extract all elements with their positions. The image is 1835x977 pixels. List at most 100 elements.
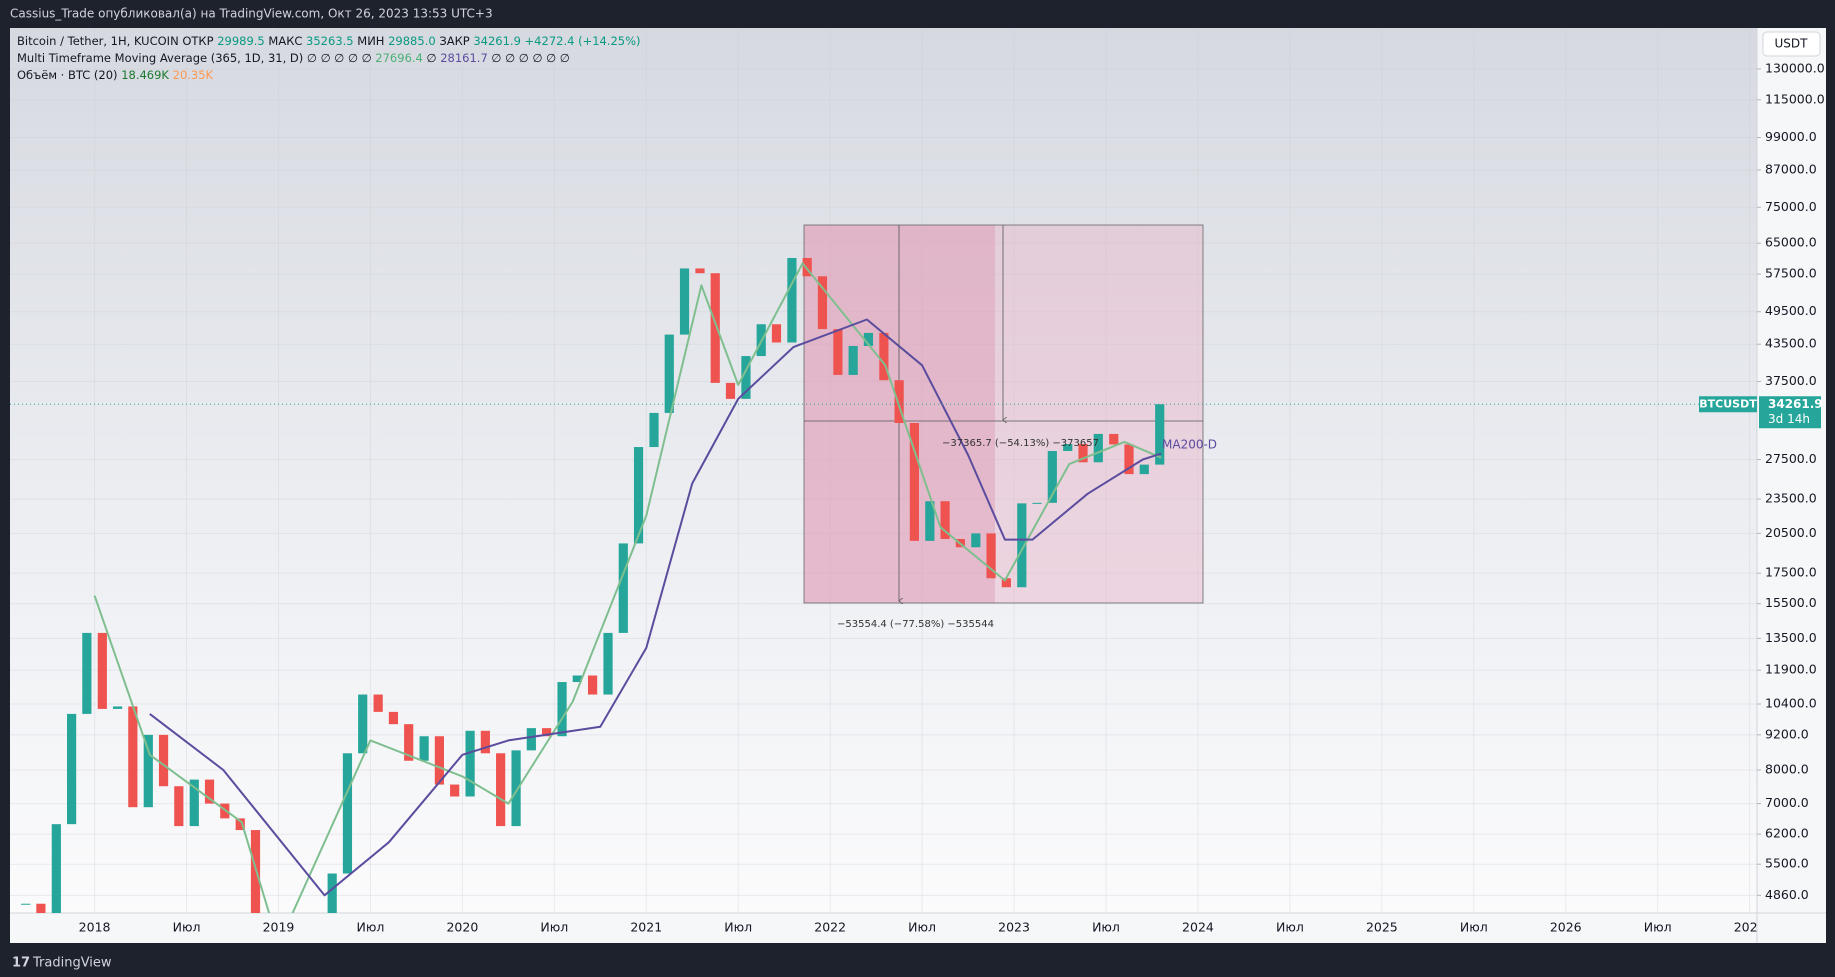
legend-item: +4272.4 (+14.25%) xyxy=(525,34,641,48)
candle xyxy=(725,382,736,399)
candle xyxy=(496,753,506,827)
legend-row: Multi Timeframe Moving Average (365, 1D,… xyxy=(17,51,570,65)
series xyxy=(10,257,1757,913)
candle xyxy=(572,675,582,683)
candle xyxy=(557,682,567,737)
candle xyxy=(189,779,199,827)
price-scale xyxy=(1757,28,1826,943)
legend-item: 20.35K xyxy=(173,68,214,82)
x-tick-label: 2025 xyxy=(1366,920,1398,935)
candle xyxy=(342,753,353,874)
candle xyxy=(250,830,261,913)
plot-area xyxy=(10,28,1757,913)
y-tick-label: 65000.0 xyxy=(1765,235,1817,250)
x-tick-label: Июл xyxy=(1644,920,1672,935)
candle xyxy=(664,334,674,413)
legend-item: 18.469K xyxy=(121,68,169,82)
measure-label: −37365.7 (−54.13%) −373657 xyxy=(942,438,1099,449)
candle xyxy=(450,784,460,797)
publish-info: Cassius_Trade опубликовал(а) на TradingV… xyxy=(10,7,493,21)
candle xyxy=(894,380,904,424)
candle xyxy=(1078,444,1088,463)
legend-row: Объём · BTC (20) 18.469K 20.35K xyxy=(17,68,214,82)
ma-label: MA200-D xyxy=(1162,438,1217,452)
x-tick-label: 2021 xyxy=(630,920,662,935)
time-scale xyxy=(10,913,1757,943)
candle xyxy=(358,694,368,754)
legend-item: ∅ ∅ ∅ ∅ ∅ ∅ xyxy=(491,51,569,65)
candle xyxy=(36,903,46,913)
candle xyxy=(51,824,61,913)
legend-item: Объём · BTC (20) xyxy=(17,68,118,82)
candle xyxy=(618,543,628,633)
candle xyxy=(21,903,31,905)
x-tick-label: Июл xyxy=(356,920,384,935)
candle xyxy=(158,734,169,787)
candle xyxy=(1139,464,1149,475)
measure-border xyxy=(803,224,1204,604)
legend-row: Bitcoin / Tether, 1H, KUCOIN ОТКР 29989.… xyxy=(17,34,641,48)
moving-average xyxy=(93,262,1162,913)
candle xyxy=(1001,578,1011,588)
price-tag-value: 34261.9 xyxy=(1768,397,1823,411)
y-axis: 130000.0 115000.0 99000.0 87000.0 75000.0 650… xyxy=(1757,60,1825,902)
candle xyxy=(741,356,751,399)
price-tag-countdown: 3d 14h xyxy=(1768,412,1810,426)
legend-item: ЗАКР xyxy=(439,34,469,48)
candle xyxy=(128,706,138,808)
candle xyxy=(787,257,797,343)
currency-button-label[interactable]: USDT xyxy=(1775,37,1809,51)
candle xyxy=(542,728,552,737)
candle xyxy=(986,533,996,579)
x-tick-label: 2027 xyxy=(1734,920,1766,935)
x-tick-label: Июл xyxy=(1460,920,1488,935)
candle xyxy=(879,332,889,381)
brand: TradingView xyxy=(32,956,112,971)
y-tick-label: 10400.0 xyxy=(1765,696,1817,711)
x-tick-label: 2022 xyxy=(814,920,846,935)
currency-button-bg[interactable] xyxy=(1762,31,1821,57)
candle xyxy=(388,711,399,725)
y-tick-label: 6200.0 xyxy=(1765,826,1809,841)
candle xyxy=(67,713,77,825)
candle xyxy=(143,734,153,808)
candle xyxy=(603,632,613,695)
candle xyxy=(817,276,828,330)
candle xyxy=(480,730,490,754)
candle xyxy=(1093,433,1103,463)
candle xyxy=(82,632,92,714)
y-tick-label: 17500.0 xyxy=(1765,565,1817,580)
candle xyxy=(771,324,782,343)
candle xyxy=(940,501,950,539)
x-tick-label: 2023 xyxy=(998,920,1030,935)
measure-box xyxy=(804,225,1203,603)
currency-button[interactable]: USDT xyxy=(1762,31,1821,57)
y-tick-label: 130000.0 xyxy=(1765,60,1825,75)
candle xyxy=(1017,503,1027,588)
x-tick-label: 2019 xyxy=(263,920,295,935)
legend-item: Bitcoin / Tether, 1H, KUCOIN xyxy=(17,34,179,48)
y-tick-label: 37500.0 xyxy=(1765,373,1817,388)
y-tick-label: 23500.0 xyxy=(1765,491,1817,506)
candle xyxy=(679,268,690,335)
grid xyxy=(10,28,1757,913)
candle xyxy=(710,273,720,383)
candle xyxy=(1155,404,1165,465)
legend-item: 28161.7 xyxy=(440,51,488,65)
y-tick-label: 20500.0 xyxy=(1765,525,1817,540)
x-tick-label: 2020 xyxy=(446,920,478,935)
x-tick-label: Июл xyxy=(724,920,752,935)
candle xyxy=(587,675,598,695)
y-tick-label: 87000.0 xyxy=(1765,161,1817,176)
y-tick-label: 15500.0 xyxy=(1765,595,1817,610)
candle xyxy=(1109,433,1119,445)
legend-item: МИН xyxy=(357,34,384,48)
x-tick-label: 2026 xyxy=(1550,920,1582,935)
candle xyxy=(649,412,659,448)
x-tick-label: Июл xyxy=(1276,920,1304,935)
y-tick-label: 75000.0 xyxy=(1765,199,1817,214)
y-tick-label: 57500.0 xyxy=(1765,266,1817,281)
legend-item: ∅ ∅ ∅ ∅ ∅ xyxy=(307,51,372,65)
candle xyxy=(802,257,812,277)
